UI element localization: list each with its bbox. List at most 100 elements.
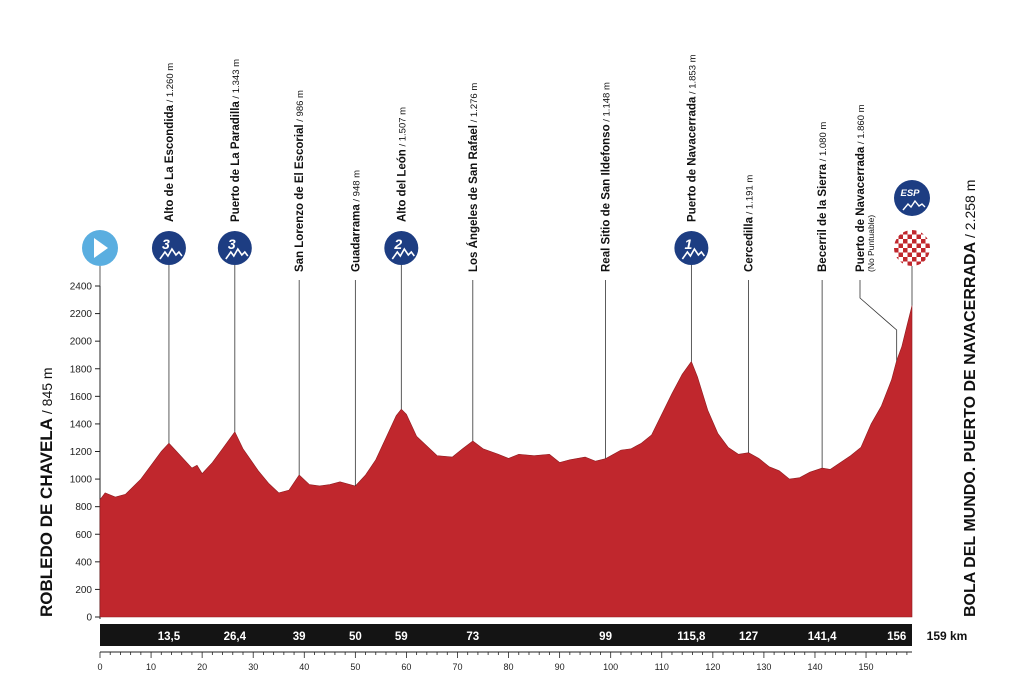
y-tick-label: 400 bbox=[75, 557, 92, 568]
finish-flag-cell bbox=[903, 239, 908, 244]
finish-flag-cell bbox=[912, 248, 917, 253]
waypoint-text: Los Ángeles de San Rafael / 1.276 m bbox=[467, 83, 480, 272]
waypoint-altitude: / 1.260 m bbox=[165, 63, 176, 105]
category-badge-1: 1 bbox=[674, 231, 708, 265]
x-tick-label: 40 bbox=[299, 662, 309, 672]
waypoint-name: Real Sitio de San Ildefonso bbox=[601, 124, 613, 272]
waypoint-text: Real Sitio de San Ildefonso / 1.148 m bbox=[601, 82, 613, 272]
finish-flag-cell bbox=[899, 253, 904, 258]
start-label: ROBLEDO DE CHAVELA / 845 m bbox=[37, 367, 56, 617]
finish-flag-cell bbox=[912, 239, 917, 244]
waypoint-altitude: / 1.148 m bbox=[602, 82, 613, 124]
waypoint-label: Cercedilla / 1.191 m bbox=[744, 175, 756, 272]
category-badge-3: 3 bbox=[152, 231, 186, 265]
y-tick-label: 600 bbox=[75, 530, 92, 541]
category-number: 1 bbox=[684, 236, 692, 252]
km-marker-label: 127 bbox=[739, 631, 758, 643]
waypoint-label: Alto de La Escondida / 1.260 m bbox=[164, 63, 176, 222]
finish-flag-cell bbox=[899, 262, 904, 267]
finish-flag-cell bbox=[908, 262, 913, 267]
x-tick-label: 70 bbox=[452, 662, 462, 672]
x-axis: 0 10 20 30 40 50 60 70 80 90 100 110 120 130 140 150 bbox=[97, 652, 912, 672]
waypoint-altitude: / 1.853 m bbox=[687, 54, 698, 96]
finish-flag-cell bbox=[899, 244, 904, 249]
y-tick-label: 1400 bbox=[70, 419, 93, 430]
icons-layer: 3 3 2 1ESP bbox=[82, 180, 930, 266]
finish-flag-cell bbox=[903, 257, 908, 262]
finish-flag-cell bbox=[908, 235, 913, 240]
waypoint-label: San Lorenzo de El Escorial / 986 m bbox=[294, 90, 306, 272]
waypoint-altitude: / 948 m bbox=[351, 170, 362, 204]
finish-flag-cell bbox=[912, 257, 917, 262]
y-tick-label: 200 bbox=[75, 585, 92, 596]
finish-flag-cell bbox=[921, 248, 926, 253]
waypoint-name: Cercedilla bbox=[744, 216, 756, 272]
waypoint-name: Puerto de Navacerrada bbox=[686, 96, 698, 222]
finish-flag-cell bbox=[921, 257, 926, 262]
finish-flag-cell bbox=[908, 253, 913, 258]
waypoint-altitude: / 1.276 m bbox=[469, 83, 480, 125]
waypoint-labels: Alto de La Escondida / 1.260 m Puerto de … bbox=[164, 54, 876, 272]
y-tick-label: 1800 bbox=[70, 364, 93, 375]
finish-flag-cell bbox=[894, 239, 899, 244]
y-tick-label: 1200 bbox=[70, 447, 93, 458]
y-tick-label: 0 bbox=[86, 613, 92, 624]
km-marker-label: 115,8 bbox=[677, 631, 706, 643]
finish-flag-icon bbox=[894, 230, 930, 266]
y-tick-label: 2000 bbox=[70, 337, 93, 348]
km-marker-label: 141,4 bbox=[808, 631, 837, 643]
waypoint-line bbox=[860, 280, 897, 360]
km-marker-label: 39 bbox=[293, 631, 306, 643]
finish-name: BOLA DEL MUNDO. PUERTO DE NAVACERRADA bbox=[962, 241, 979, 617]
start-icon bbox=[82, 230, 118, 266]
start-label-text: ROBLEDO DE CHAVELA / 845 m bbox=[37, 367, 56, 617]
waypoint-name: Becerril de la Sierra bbox=[817, 163, 829, 272]
waypoint-label: Puerto de Navacerrada / 1.853 m bbox=[686, 54, 698, 222]
waypoint-name: Guadarrama bbox=[350, 204, 362, 272]
profile-layer bbox=[100, 306, 912, 617]
x-tick-label: 0 bbox=[97, 662, 102, 672]
y-tick-label: 1000 bbox=[70, 475, 93, 486]
finish-flag-cell bbox=[894, 230, 899, 235]
finish-flag-cell bbox=[926, 262, 931, 267]
finish-flag-cell bbox=[926, 235, 931, 240]
waypoint-text: Alto del León / 1.507 m bbox=[396, 107, 408, 222]
finish-flag-cell bbox=[917, 244, 922, 249]
x-tick-label: 130 bbox=[756, 662, 771, 672]
x-tick-label: 80 bbox=[504, 662, 514, 672]
waypoint-text: Puerto de Navacerrada / 1.853 m bbox=[686, 54, 698, 222]
x-tick-label: 110 bbox=[655, 662, 669, 672]
waypoint-label: Becerril de la Sierra / 1.080 m bbox=[817, 122, 829, 272]
x-tick-label: 60 bbox=[401, 662, 411, 672]
km-marker-label: 13,5 bbox=[158, 631, 181, 643]
finish-flag-cell bbox=[921, 239, 926, 244]
finish-flag-cell bbox=[926, 253, 931, 258]
waypoint-name: Alto del León bbox=[396, 149, 408, 222]
finish-flag-cells bbox=[894, 230, 930, 266]
waypoint-text: Becerril de la Sierra / 1.080 m bbox=[817, 122, 829, 272]
x-tick-label: 10 bbox=[146, 662, 156, 672]
x-tick-label: 30 bbox=[248, 662, 258, 672]
finish-flag-cell bbox=[921, 230, 926, 235]
waypoint-name: Puerto de La Paradilla bbox=[230, 101, 242, 222]
km-marker-label: 50 bbox=[349, 631, 362, 643]
waypoint-altitude: / 1.080 m bbox=[818, 122, 829, 164]
y-tick-label: 1600 bbox=[70, 392, 93, 403]
x-tick-label: 20 bbox=[197, 662, 207, 672]
category-number: 2 bbox=[393, 236, 402, 252]
finish-flag-cell bbox=[917, 235, 922, 240]
category-number: 3 bbox=[162, 236, 170, 252]
finish-flag-cell bbox=[903, 248, 908, 253]
y-tick-label: 2200 bbox=[70, 309, 93, 320]
waypoint-name: San Lorenzo de El Escorial bbox=[294, 124, 306, 272]
waypoint-altitude: / 986 m bbox=[295, 90, 306, 124]
waypoint-label: Puerto de La Paradilla / 1.343 m bbox=[230, 59, 242, 222]
x-tick-label: 120 bbox=[705, 662, 720, 672]
category-badge-2: 2 bbox=[384, 231, 418, 265]
waypoint-label: Los Ángeles de San Rafael / 1.276 m bbox=[467, 83, 480, 272]
finish-flag-cell bbox=[899, 235, 904, 240]
waypoint-label: Alto del León / 1.507 m bbox=[396, 107, 408, 222]
km-bar: 13,5 26,4 39 50 59 73 99 115,8 127 141,4 156 159 km bbox=[100, 624, 967, 646]
